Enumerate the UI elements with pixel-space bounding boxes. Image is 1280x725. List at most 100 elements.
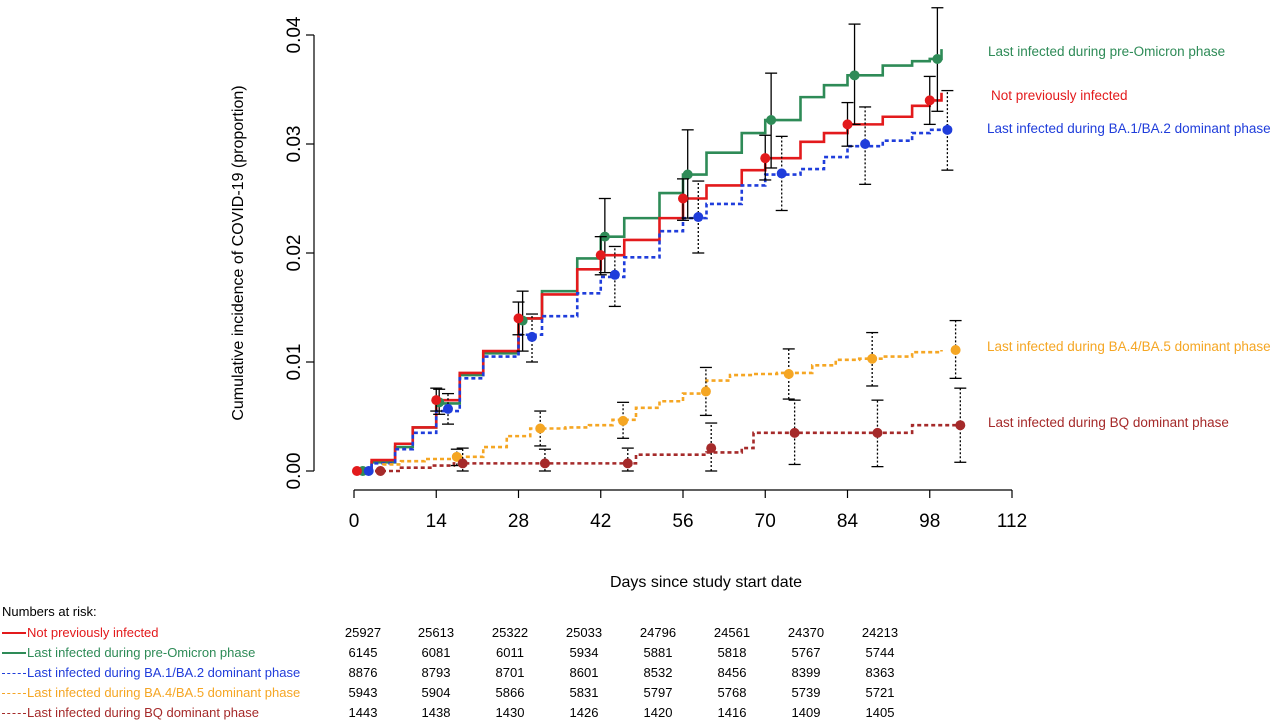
data-point-series-2 <box>363 466 374 476</box>
data-point-series-1 <box>431 395 442 406</box>
risk-value: 6081 <box>421 645 451 660</box>
risk-value: 25613 <box>417 625 455 640</box>
x-tick-label: 112 <box>997 511 1027 532</box>
risk-value: 5797 <box>643 685 673 700</box>
risk-table-title: Numbers at risk: <box>2 604 97 619</box>
series-line-2 <box>354 124 949 473</box>
data-point-series-1 <box>678 193 688 204</box>
data-point-series-1 <box>924 95 935 106</box>
legend-label-1: Not previously infected <box>991 88 1128 103</box>
risk-row-label-text: Not previously infected <box>27 625 159 640</box>
y-tick-label: 0.00 <box>284 453 305 490</box>
risk-row-label-text: Last infected during BQ dominant phase <box>27 705 259 720</box>
risk-value: 24561 <box>713 625 751 640</box>
data-point-series-2 <box>443 403 453 414</box>
data-point-series-2 <box>860 139 871 149</box>
data-point-series-3 <box>867 353 878 364</box>
data-point-series-4 <box>706 443 717 454</box>
risk-value: 6011 <box>496 645 524 660</box>
risk-row-label: Last infected during BA.1/BA.2 dominant … <box>2 665 300 680</box>
y-tick-label: 0.03 <box>284 126 305 163</box>
risk-row-label-text: Last infected during BA.1/BA.2 dominant … <box>27 665 301 680</box>
data-point-series-2 <box>776 168 787 179</box>
data-point-series-2 <box>609 269 620 280</box>
data-point-series-0 <box>932 53 943 64</box>
risk-value: 5768 <box>717 685 747 700</box>
series-line-4 <box>354 423 960 473</box>
risk-value: 8601 <box>569 665 599 680</box>
line-style-swatch <box>2 632 26 634</box>
data-point-series-2 <box>527 331 538 342</box>
legend-label-2: Last infected during BA.1/BA.2 dominant … <box>987 121 1271 136</box>
risk-value: 5904 <box>421 685 451 700</box>
data-point-series-4 <box>622 458 633 469</box>
numbers-at-risk-table: Numbers at risk: Not previously infected… <box>0 604 1280 722</box>
risk-value: 1405 <box>865 705 895 720</box>
x-tick-label: 84 <box>837 511 859 532</box>
risk-value: 1416 <box>717 705 747 720</box>
risk-value: 5767 <box>791 645 821 660</box>
data-point-series-3 <box>451 451 462 462</box>
data-point-series-2 <box>942 124 953 135</box>
risk-value: 5721 <box>865 685 895 700</box>
risk-value: 5818 <box>717 645 747 660</box>
data-point-series-3 <box>950 345 961 356</box>
risk-value: 5943 <box>348 685 378 700</box>
risk-value: 8456 <box>717 665 747 680</box>
y-tick-label: 0.01 <box>284 344 305 381</box>
series-line-0 <box>354 49 943 473</box>
risk-value: 8701 <box>495 665 525 680</box>
data-point-series-2 <box>693 212 704 223</box>
data-point-series-4 <box>457 458 468 469</box>
x-tick-label: 14 <box>426 511 448 532</box>
series-markers <box>351 7 967 476</box>
data-point-series-3 <box>618 415 629 426</box>
axes: 0 14 28 42 56 70 84 98 112 0.00 0.01 0.02 0.03 0.04 <box>284 16 1027 532</box>
line-style-swatch <box>2 673 26 674</box>
risk-value: 24213 <box>861 625 899 640</box>
risk-row-label: Last infected during pre-Omicron phase <box>2 645 255 660</box>
risk-value: 5831 <box>569 685 599 700</box>
legend-label-3: Last infected during BA.4/BA.5 dominant … <box>987 339 1271 354</box>
risk-value: 25927 <box>344 625 382 640</box>
risk-value: 24796 <box>639 625 677 640</box>
x-tick-label: 28 <box>508 511 529 532</box>
risk-value: 5934 <box>569 645 599 660</box>
x-tick-label: 42 <box>590 511 611 532</box>
risk-value: 24370 <box>787 625 825 640</box>
risk-value: 25033 <box>565 625 603 640</box>
risk-value: 5744 <box>865 645 895 660</box>
risk-value: 5881 <box>643 645 673 660</box>
risk-row-label-text: Last infected during BA.4/BA.5 dominant … <box>27 685 301 700</box>
risk-value: 1409 <box>791 705 821 720</box>
x-tick-label: 98 <box>919 511 940 532</box>
x-tick-label: 56 <box>672 511 693 532</box>
data-point-series-4 <box>539 458 550 469</box>
cumulative-incidence-chart: 0 14 28 42 56 70 84 98 112 0.00 0.01 0.02 0.03 0.04 L… <box>230 7 1271 591</box>
risk-value: 8793 <box>421 665 451 680</box>
legend: Last infected during pre-Omicron phase No… <box>987 44 1271 430</box>
risk-table-row: Last infected during BQ dominant phase 14… <box>0 705 1280 725</box>
risk-value: 1426 <box>569 705 599 720</box>
x-tick-label: 70 <box>755 511 776 532</box>
risk-value: 25322 <box>491 625 529 640</box>
data-point-series-1 <box>595 250 606 261</box>
data-point-series-0 <box>849 70 860 81</box>
risk-value: 1443 <box>348 705 378 720</box>
risk-value: 8876 <box>348 665 378 680</box>
data-point-series-1 <box>351 466 362 476</box>
line-style-swatch <box>2 652 26 654</box>
risk-row-label-text: Last infected during pre-Omicron phase <box>27 645 256 660</box>
risk-value: 8363 <box>865 665 895 680</box>
risk-value: 5866 <box>495 685 525 700</box>
risk-value: 1420 <box>643 705 673 720</box>
risk-value: 1430 <box>495 705 525 720</box>
risk-value: 6145 <box>348 645 378 660</box>
line-style-swatch <box>2 693 26 694</box>
data-point-series-0 <box>682 169 693 180</box>
risk-value: 1438 <box>421 705 451 720</box>
data-point-series-4 <box>872 427 883 438</box>
risk-value: 8532 <box>643 665 673 680</box>
legend-label-4: Last infected during BQ dominant phase <box>988 415 1229 430</box>
y-tick-label: 0.02 <box>284 235 305 272</box>
